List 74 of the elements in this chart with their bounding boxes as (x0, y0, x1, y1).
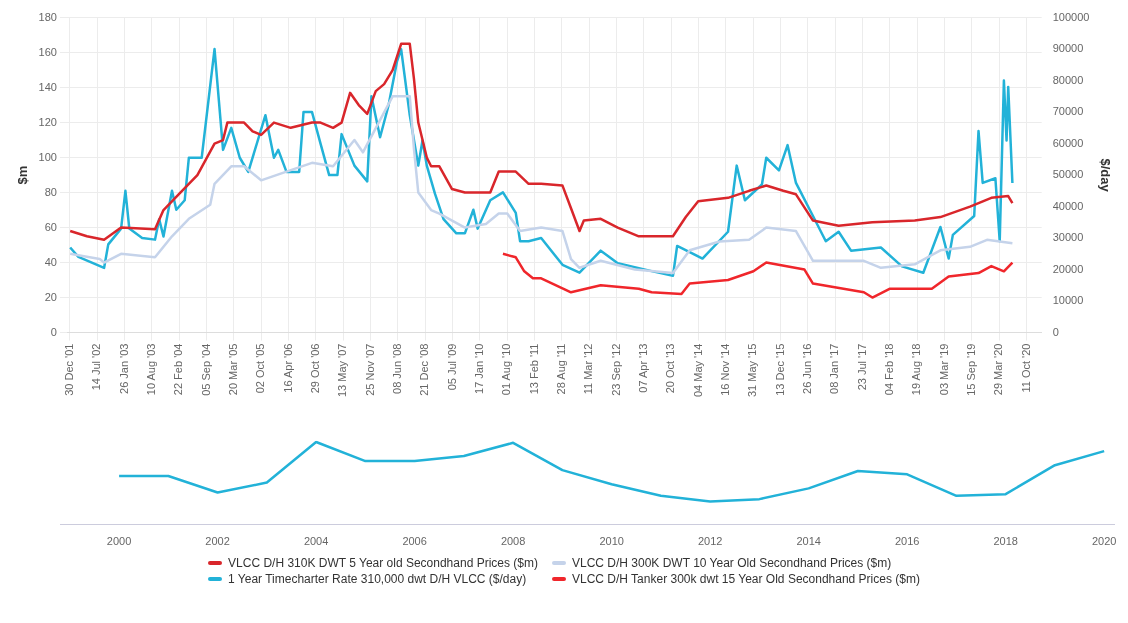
x-tick-label: 21 Dec '08 (418, 343, 431, 396)
x-tick-label: 2014 (796, 535, 821, 548)
y-tick-label: 180 (38, 10, 57, 23)
x-tick-label: 04 Feb '18 (882, 343, 895, 396)
x-tick-label: 29 Oct '06 (308, 343, 321, 394)
x-tick-label: 28 Aug '11 (554, 343, 567, 395)
x-tick-label: 07 Apr '13 (636, 343, 649, 393)
x-tick-label: 25 Nov '07 (363, 343, 376, 396)
x-tick-label: 05 Jul '09 (445, 343, 458, 391)
x-tick-label: 08 Jan '17 (828, 343, 841, 394)
x-tick-label: 2004 (303, 535, 329, 548)
x-tick-label: 26 Jan '03 (117, 343, 130, 394)
x-tick-label: 20 Mar '05 (226, 343, 239, 396)
x-tick-label: 17 Jan '10 (472, 343, 485, 394)
x-tick-label: 20 Oct '13 (664, 343, 677, 394)
y-tick-label: 100 (38, 150, 57, 163)
y-tick-label: 20 (44, 290, 57, 303)
x-tick-label: 2002 (205, 535, 230, 548)
x-tick-label: 01 Aug '10 (500, 343, 513, 396)
x-tick-label: 30 Dec '01 (62, 343, 75, 396)
x-tick-label: 03 Mar '19 (937, 343, 950, 396)
y2-tick-label: 30000 (1052, 231, 1084, 244)
x-tick-label: 16 Nov '14 (718, 343, 731, 396)
x-tick-label: 02 Oct '05 (254, 343, 267, 394)
x-tick-label: 2020 (1091, 535, 1117, 548)
x-tick-label: 23 Sep '12 (609, 343, 622, 396)
x-tick-label: 15 Sep '19 (964, 343, 977, 396)
x-tick-label: 26 Jun '16 (800, 343, 813, 394)
x-tick-label: 05 Sep '04 (199, 343, 212, 396)
legend-label: VLCC D/H 300K DWT 10 Year Old Secondhand Prices ($m) (571, 556, 892, 570)
x-tick-label: 13 Dec '15 (773, 343, 786, 396)
y2-axis-title: $/day (1097, 158, 1113, 193)
x-tick-label: 19 Aug '18 (910, 343, 923, 396)
x-tick-label: 2008 (500, 535, 526, 548)
y2-tick-label: 90000 (1052, 42, 1084, 55)
y2-tick-label: 50000 (1052, 168, 1084, 181)
y-tick-label: 160 (38, 45, 57, 58)
y-tick-label: 120 (38, 115, 57, 128)
x-tick-label: 14 Jul '02 (90, 343, 103, 391)
y2-tick-label: 70000 (1052, 105, 1084, 118)
y-tick-label: 140 (38, 80, 57, 93)
y2-tick-label: 100000 (1052, 10, 1090, 23)
y-tick-label: 40 (44, 255, 57, 268)
x-tick-label: 11 Oct '20 (1019, 343, 1032, 393)
x-tick-label: 2000 (106, 535, 132, 548)
x-tick-label: 2018 (993, 535, 1018, 548)
y-tick-label: 60 (44, 220, 57, 233)
y-tick-label: 80 (44, 185, 57, 198)
y2-tick-label: 0 (1052, 325, 1059, 338)
x-tick-label: 13 Feb '11 (527, 343, 540, 395)
y2-tick-label: 80000 (1052, 73, 1084, 86)
x-tick-label: 11 Mar '12 (582, 343, 595, 395)
x-tick-label: 2012 (697, 535, 723, 548)
x-tick-label: 23 Jul '17 (855, 343, 868, 391)
x-tick-label: 22 Feb '04 (172, 343, 185, 396)
x-tick-label: 10 Aug '03 (144, 343, 157, 396)
x-tick-label: 04 May '14 (691, 343, 704, 397)
y2-tick-label: 60000 (1052, 136, 1084, 149)
legend-label: VLCC D/H Tanker 300k dwt 15 Year Old Secondhand Prices ($m) (571, 572, 920, 586)
x-tick-label: 2010 (599, 535, 624, 548)
x-tick-label: 29 Mar '20 (992, 343, 1005, 396)
x-tick-label: 31 May '15 (746, 343, 759, 397)
y-axis-title: $m (15, 165, 31, 185)
y2-tick-label: 10000 (1052, 294, 1084, 307)
x-tick-label: 2006 (402, 535, 427, 548)
x-tick-label: 08 Jun '08 (390, 343, 403, 394)
x-tick-label: 13 May '07 (336, 343, 349, 397)
legend-label: VLCC D/H 310K DWT 5 Year old Secondhand Prices ($m) (228, 556, 538, 570)
y2-tick-label: 40000 (1052, 199, 1084, 212)
x-tick-label: 16 Apr '06 (281, 343, 294, 393)
legend-label: 1 Year Timecharter Rate 310,000 dwt D/H VLCC ($/day) (228, 572, 527, 586)
y2-tick-label: 20000 (1052, 262, 1084, 275)
y-tick-label: 0 (50, 325, 57, 338)
x-tick-label: 2016 (894, 535, 920, 548)
